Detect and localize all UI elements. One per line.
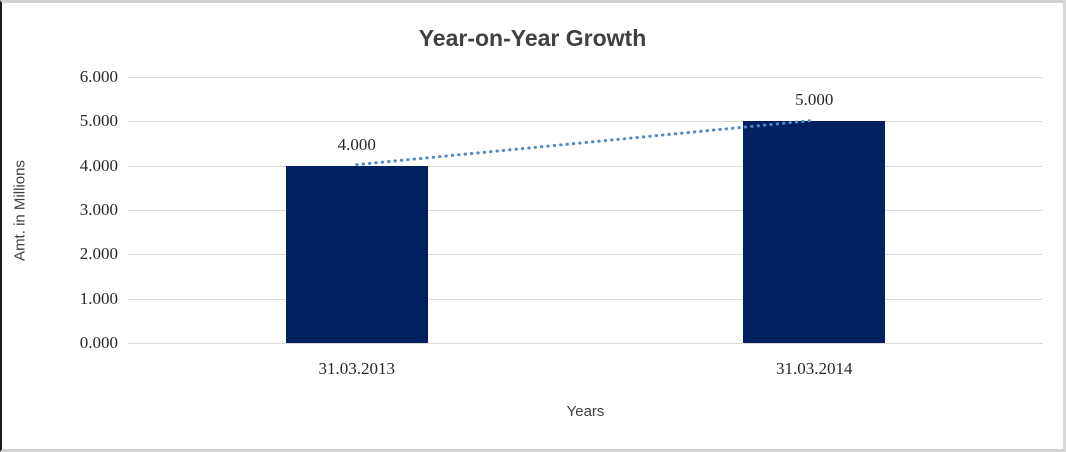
- y-axis-tick-label: 2.000: [79, 244, 118, 264]
- chart-title: Year-on-Year Growth: [418, 25, 647, 51]
- gridline: [128, 210, 1043, 211]
- gridline: [128, 254, 1043, 256]
- y-axis-tick-label: 4.000: [79, 155, 118, 175]
- bar-data-label: 5.000: [795, 90, 834, 110]
- gridline: [128, 121, 1043, 123]
- gridline: [128, 165, 1043, 167]
- bar-31.03.2013: [285, 165, 428, 343]
- x-axis-tick-label: 31.03.2013: [318, 359, 396, 378]
- y-axis-tick-label: 0.000: [79, 333, 118, 352]
- gridline: [128, 298, 1043, 300]
- bar-31.03.2014: [743, 121, 886, 343]
- bar-data-label: 4.000: [337, 134, 376, 154]
- x-axis-tick-label: 31.03.2014: [776, 359, 853, 378]
- y-axis-tick-label: 3.000: [79, 200, 118, 219]
- y-axis-tick-label: 1.000: [79, 288, 118, 308]
- trendline: [355, 118, 816, 167]
- y-axis-tick-label: 6.000: [79, 67, 118, 86]
- gridline: [128, 77, 1043, 78]
- x-axis-title: Years: [566, 403, 605, 420]
- gridline: [128, 343, 1043, 344]
- y-axis-tick-label: 5.000: [79, 111, 118, 131]
